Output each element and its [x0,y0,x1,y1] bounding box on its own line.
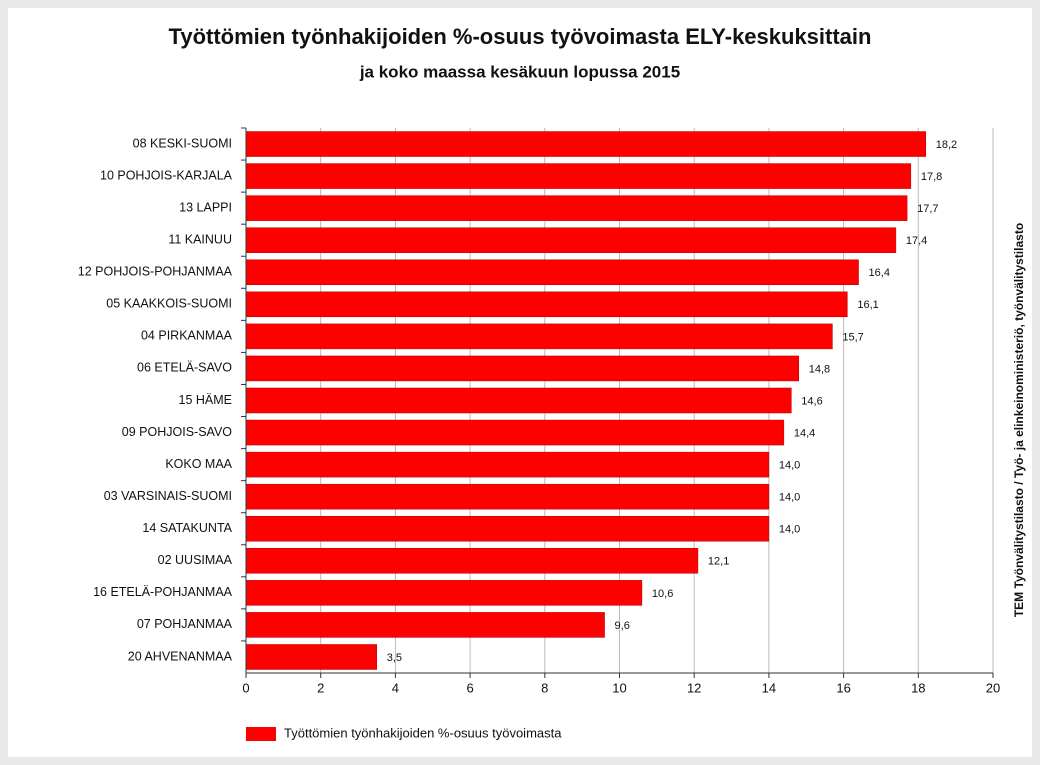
y-tick-label: 14 SATAKUNTA [142,521,232,535]
x-tick-label: 2 [317,680,324,695]
x-tick-label: 18 [911,680,925,695]
bar [245,355,800,382]
y-tick-label: 11 KAINUU [168,233,232,247]
bar [245,580,643,606]
data-label: 14,4 [794,427,815,439]
data-label: 15,7 [842,331,863,343]
data-label: 16,4 [869,267,890,279]
bar [245,483,770,510]
y-tick-label: 12 POHJOIS-POHJANMAA [78,265,233,279]
bar [245,515,770,542]
bar [245,227,897,253]
data-label: 3,5 [387,652,402,664]
data-label: 14,0 [779,492,800,504]
y-tick-label: 10 POHJOIS-KARJALA [100,168,233,182]
data-label: 17,8 [921,171,942,183]
x-tick-label: 0 [242,680,249,695]
y-tick-label: 06 ETELÄ-SAVO [137,361,232,375]
data-label: 18,2 [936,139,957,151]
legend-swatch [246,727,276,741]
data-label: 9,6 [615,620,630,632]
y-tick-label: 13 LAPPI [179,200,232,214]
x-tick-label: 12 [687,680,701,695]
x-tick-label: 14 [762,680,776,695]
data-label: 14,6 [801,395,822,407]
y-tick-label: 02 UUSIMAA [158,553,233,567]
data-label: 14,0 [779,460,800,472]
data-label: 10,6 [652,588,673,600]
y-tick-label: 04 PIRKANMAA [141,329,233,343]
y-tick-label: 15 HÄME [179,393,233,407]
y-tick-label: 20 AHVENANMAA [128,649,233,663]
data-label: 14,0 [779,524,800,536]
bar [245,195,908,221]
bar [245,612,605,638]
y-tick-label: 03 VARSINAIS-SUOMI [104,489,232,503]
chart-subtitle: ja koko maassa kesäkuun lopussa 2015 [359,62,680,81]
x-tick-label: 10 [612,680,626,695]
bar [245,548,699,574]
x-tick-label: 8 [541,680,548,695]
legend-label: Työttömien työnhakijoiden %-osuus työvoi… [284,725,562,740]
source-note: TEM Työnvälitystilasto / Työ- ja elinkei… [1012,223,1026,617]
bar [245,259,859,286]
bar [245,451,770,478]
bar [245,323,833,350]
y-tick-label: 07 POHJANMAA [137,617,233,631]
x-tick-label: 20 [986,680,1000,695]
data-label: 17,4 [906,235,927,247]
y-tick-label: KOKO MAA [165,457,232,471]
bar [245,131,927,157]
bar [245,644,377,670]
bar [245,291,848,318]
bar [245,419,785,446]
chart-background [8,8,1032,757]
y-tick-label: 09 POHJOIS-SAVO [122,425,232,439]
y-tick-label: 16 ETELÄ-POHJANMAA [93,585,233,599]
y-tick-label: 08 KESKI-SUOMI [133,136,232,150]
data-label: 16,1 [857,299,878,311]
x-tick-label: 16 [836,680,850,695]
x-tick-label: 6 [466,680,473,695]
bar [245,387,792,414]
y-tick-label: 05 KAAKKOIS-SUOMI [106,297,232,311]
chart-title: Työttömien työnhakijoiden %-osuus työvoi… [169,24,872,49]
data-label: 14,8 [809,363,830,375]
data-label: 17,7 [917,203,938,215]
bar [245,163,912,189]
data-label: 12,1 [708,556,729,568]
x-tick-label: 4 [392,680,399,695]
